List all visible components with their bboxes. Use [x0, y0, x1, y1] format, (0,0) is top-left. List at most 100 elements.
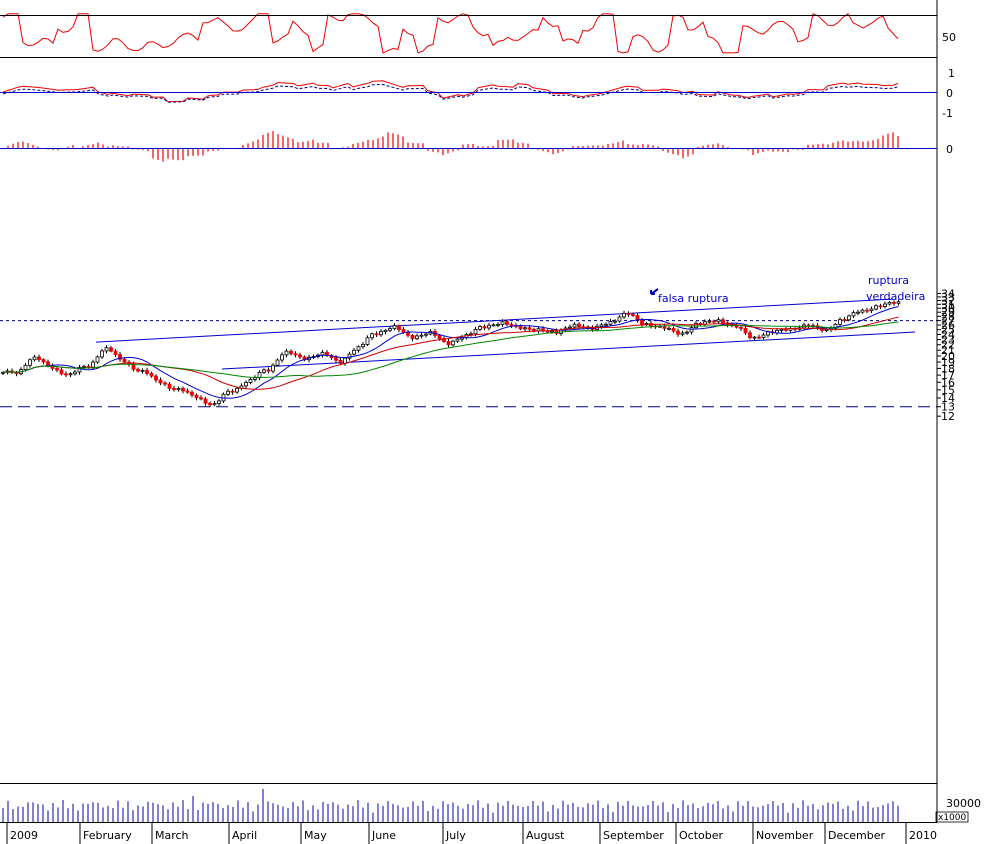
moving-average-long: [2, 321, 899, 378]
candle-body: [334, 357, 338, 361]
candle-body: [32, 356, 37, 361]
candle-body: [680, 332, 685, 335]
price-tick-label: 15: [941, 384, 955, 397]
candle-body: [343, 357, 347, 364]
volume-tick-label: 30000: [946, 797, 981, 810]
candle-body: [230, 390, 235, 393]
candle-body: [347, 353, 352, 359]
candle-body: [37, 356, 41, 360]
candle-body: [572, 323, 577, 328]
candle-body: [248, 379, 253, 383]
macd-signal-line: [2, 83, 899, 103]
month-label: October: [679, 829, 723, 842]
histogram-panel: 0: [7, 131, 953, 162]
candle-body: [842, 319, 847, 321]
candle-body: [743, 328, 748, 334]
candle-body: [379, 331, 383, 336]
candle-body: [226, 390, 230, 395]
candle-body: [896, 301, 901, 304]
moving-average-medium: [2, 316, 899, 390]
osc2-tick-label: 1: [948, 67, 955, 80]
candle-body: [104, 347, 109, 352]
candle-body: [631, 314, 635, 316]
candle-body: [122, 358, 127, 363]
candle-body: [518, 325, 523, 330]
candle-body: [388, 328, 392, 331]
candle-body: [536, 328, 541, 332]
price-panel: falsa ruptura ruptura verdadeira: [0, 274, 937, 408]
candle-body: [262, 369, 266, 373]
price-tick-label: 12: [941, 410, 955, 423]
candle-body: [491, 324, 496, 327]
candle-body: [748, 332, 752, 339]
candle-body: [739, 326, 743, 329]
oscillator-1-line: [2, 13, 899, 54]
candle-body: [356, 346, 361, 351]
candle-body: [860, 309, 865, 313]
candle-body: [892, 301, 896, 304]
candle-body: [707, 320, 712, 323]
osc1-tick-label: 50: [942, 31, 956, 44]
candle-body: [865, 309, 869, 312]
candle-body: [716, 319, 721, 323]
candle-body: [154, 375, 158, 381]
annotation-ruptura: ruptura: [868, 274, 909, 287]
candle-body: [109, 347, 113, 352]
lower-trendline: [221, 331, 916, 370]
candle-body: [761, 334, 766, 338]
candle-body: [455, 338, 460, 342]
candle-body: [424, 333, 428, 336]
candle-body: [95, 356, 100, 363]
candle-body: [73, 371, 77, 375]
oscillator-panel-1: 50: [2, 13, 956, 54]
candle-body: [365, 337, 370, 345]
candle-body: [68, 373, 73, 376]
candle-body: [874, 305, 878, 310]
candle-body: [145, 369, 149, 374]
price-tick-label: 14: [941, 392, 955, 405]
price-tick-label: 24: [941, 328, 955, 341]
candle-body: [293, 353, 298, 356]
candle-body: [28, 359, 32, 366]
candle-body: [289, 350, 293, 355]
candle-body: [878, 305, 883, 308]
price-tick-label: 22: [941, 339, 955, 352]
candle-body: [752, 336, 757, 339]
month-label: August: [526, 829, 565, 842]
candle-body: [23, 364, 28, 371]
candle-body: [280, 354, 284, 361]
month-label: April: [232, 829, 257, 842]
candle-body: [676, 330, 680, 335]
candle-body: [523, 327, 527, 330]
candle-body: [469, 333, 473, 336]
candle-body: [401, 329, 406, 333]
osc2-tick-label: 0: [946, 87, 953, 100]
price-tick-label: 20: [941, 350, 955, 363]
candle-body: [784, 329, 788, 331]
candle-body: [158, 379, 163, 384]
candle-body: [212, 403, 217, 406]
candle-body: [203, 398, 208, 404]
candle-body: [352, 349, 356, 355]
candle-body: [779, 329, 784, 331]
candle-body: [478, 326, 482, 330]
candle-body: [446, 341, 451, 346]
candle-body: [712, 320, 716, 323]
month-label: March: [155, 829, 189, 842]
oscillator-panel-2: 1 0 -1: [2, 67, 955, 120]
candle-body: [617, 316, 622, 322]
candle-body: [442, 338, 446, 342]
candle-body: [487, 324, 491, 329]
candle-body: [550, 330, 554, 333]
candle-body: [266, 369, 271, 372]
histogram-tick-label: 0: [946, 143, 953, 156]
candle-body: [473, 329, 478, 335]
candle-body: [136, 368, 140, 372]
candle-body: [604, 323, 608, 326]
candle-body: [176, 388, 181, 391]
candle-body: [208, 402, 212, 406]
candle-body: [685, 331, 689, 334]
candle-body: [847, 315, 851, 321]
price-tick-label: 25: [941, 324, 955, 337]
